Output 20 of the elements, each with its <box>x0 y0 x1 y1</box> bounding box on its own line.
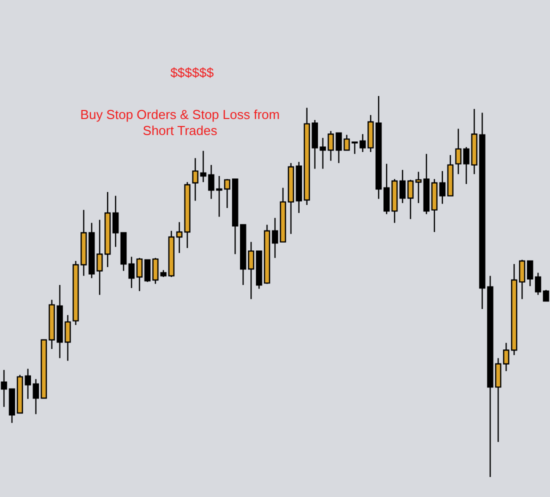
candlestick <box>128 256 135 289</box>
candlestick <box>439 170 446 204</box>
candlestick <box>24 368 31 400</box>
candlestick <box>144 259 151 283</box>
text: $$$$$$ <box>170 65 214 80</box>
candlestick <box>415 171 422 204</box>
candlestick <box>248 241 254 300</box>
candlestick <box>0 369 8 408</box>
annotation: Buy Stop Orders & Stop Loss from Short Trades <box>80 107 280 138</box>
candlestick <box>407 179 414 220</box>
candlestick <box>136 257 143 292</box>
candlestick <box>112 195 119 248</box>
candlestick <box>526 260 534 287</box>
candlestick <box>383 163 390 215</box>
candlestick <box>519 259 526 300</box>
candlestick <box>272 217 278 259</box>
candlestick <box>399 169 406 204</box>
candlestick <box>152 257 159 284</box>
candlestick <box>534 272 542 296</box>
candlestick <box>542 289 550 302</box>
